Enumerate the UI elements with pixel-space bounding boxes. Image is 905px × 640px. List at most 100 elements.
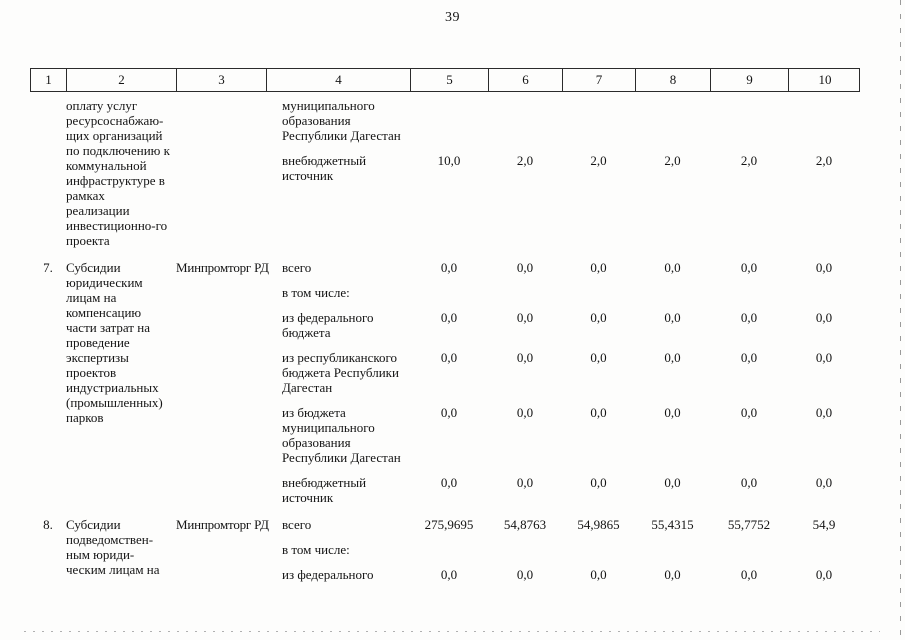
value-cell: 0,0: [740, 405, 758, 420]
funding-source: из республиканского бюджета Республики Д…: [282, 350, 399, 395]
value-cell: [788, 98, 860, 143]
table-body: оплату услуг ресурсоснабжаю-щих организа…: [30, 92, 860, 582]
value-cell: 0,0: [815, 350, 833, 365]
value-cell: 0,0: [516, 405, 534, 420]
header-cell-1: 1: [31, 69, 67, 91]
table-row: 7. Субсидии юридическим лицам на компенса…: [30, 260, 860, 505]
funding-subrow: внебюджетный источник 10,0 2,0 2,0 2,0 2,0 2,0: [266, 153, 860, 183]
value-cell: [635, 542, 710, 557]
value-cell: 0,0: [516, 260, 534, 275]
header-cell-8: 8: [636, 69, 711, 91]
row-subrows: муниципального образования Республики Да…: [266, 98, 860, 248]
value-cell: 0,0: [740, 350, 758, 365]
value-cell: 2,0: [590, 153, 607, 168]
value-cell: [710, 542, 788, 557]
value-cell: 55,4315: [651, 517, 694, 532]
value-cell: 0,0: [590, 567, 607, 582]
header-cell-2: 2: [67, 69, 177, 91]
value-cell: [410, 542, 488, 557]
funding-source: муниципального образования Республики Да…: [282, 98, 401, 143]
value-cell: 2,0: [815, 153, 833, 168]
row-subrows: всего 275,9695 54,8763 54,9865 55,4315 55,775…: [266, 517, 860, 582]
value-cell: [788, 542, 860, 557]
header-cell-4: 4: [267, 69, 411, 91]
value-cell: [635, 285, 710, 300]
row-number: 8.: [43, 517, 53, 532]
row-description: Субсидии юридическим лицам на компенсаци…: [66, 260, 163, 425]
value-cell: 54,9: [812, 517, 836, 532]
value-cell: 0,0: [440, 475, 458, 490]
value-cell: 10,0: [437, 153, 461, 168]
value-cell: 0,0: [590, 405, 607, 420]
value-cell: [710, 98, 788, 143]
budget-table: 1 2 3 4 5 6 7 8 9 10 оплату услуг ресурсоснабжаю-…: [30, 68, 860, 594]
funding-subrow: внебюджетный источник 0,0 0,0 0,0 0,0 0,0 0,0: [266, 475, 860, 505]
row-executor: Минпромторг РД: [176, 517, 269, 532]
value-cell: 0,0: [664, 405, 681, 420]
value-cell: 0,0: [664, 310, 681, 325]
funding-source: из федерального бюджета: [282, 310, 374, 340]
value-cell: 0,0: [664, 350, 681, 365]
funding-subrow: из бюджета муниципального образования Ре…: [266, 405, 860, 465]
funding-source: из федерального: [282, 567, 374, 582]
value-cell: 2,0: [664, 153, 681, 168]
row-number: [30, 98, 66, 248]
header-cell-6: 6: [489, 69, 563, 91]
row-description: Субсидии подведомствен-ным юриди-ческим …: [66, 517, 160, 577]
funding-source: в том числе:: [282, 285, 350, 300]
header-cell-3: 3: [177, 69, 267, 91]
funding-subrow: муниципального образования Республики Да…: [266, 98, 860, 143]
value-cell: 0,0: [440, 310, 458, 325]
funding-subrow: в том числе:: [266, 542, 860, 557]
row-number: 7.: [43, 260, 53, 275]
value-cell: 0,0: [815, 567, 833, 582]
value-cell: [635, 98, 710, 143]
value-cell: [488, 285, 562, 300]
header-cell-5: 5: [411, 69, 489, 91]
value-cell: 0,0: [815, 260, 833, 275]
row-description: оплату услуг ресурсоснабжаю-щих организа…: [66, 98, 170, 248]
value-cell: 0,0: [440, 567, 458, 582]
value-cell: 0,0: [664, 260, 681, 275]
value-cell: 0,0: [740, 567, 758, 582]
funding-subrow: всего 0,0 0,0 0,0 0,0 0,0 0,0: [266, 260, 860, 275]
table-row: оплату услуг ресурсоснабжаю-щих организа…: [30, 98, 860, 248]
value-cell: [562, 285, 635, 300]
value-cell: 0,0: [740, 310, 758, 325]
table-header-row: 1 2 3 4 5 6 7 8 9 10: [30, 68, 860, 92]
value-cell: 55,7752: [727, 517, 771, 532]
value-cell: 0,0: [440, 350, 458, 365]
value-cell: [410, 285, 488, 300]
funding-subrow: из федерального бюджета 0,0 0,0 0,0 0,0 0,0 0,…: [266, 310, 860, 340]
page-number: 39: [445, 10, 460, 25]
funding-subrow: из республиканского бюджета Республики Д…: [266, 350, 860, 395]
scan-bottom-edge-dots: [24, 631, 880, 632]
header-cell-9: 9: [711, 69, 789, 91]
value-cell: [488, 542, 562, 557]
value-cell: 0,0: [590, 310, 607, 325]
value-cell: 2,0: [516, 153, 534, 168]
value-cell: 0,0: [516, 567, 534, 582]
value-cell: 0,0: [664, 475, 681, 490]
value-cell: 54,9865: [577, 517, 620, 532]
value-cell: 2,0: [740, 153, 758, 168]
value-cell: 0,0: [815, 310, 833, 325]
funding-source: всего: [282, 517, 312, 532]
value-cell: 0,0: [516, 310, 534, 325]
funding-source: внебюджетный источник: [282, 153, 367, 183]
value-cell: 0,0: [740, 475, 758, 490]
value-cell: [788, 285, 860, 300]
value-cell: 0,0: [440, 405, 458, 420]
row-subrows: всего 0,0 0,0 0,0 0,0 0,0 0,0 в том числе: из фе…: [266, 260, 860, 505]
value-cell: 0,0: [815, 475, 833, 490]
value-cell: 0,0: [815, 405, 833, 420]
value-cell: 0,0: [740, 260, 758, 275]
table-row: 8. Субсидии подведомствен-ным юриди-чески…: [30, 517, 860, 582]
value-cell: 54,8763: [503, 517, 547, 532]
value-cell: [710, 285, 788, 300]
value-cell: [410, 98, 488, 143]
value-cell: [488, 98, 562, 143]
row-executor: Минпромторг РД: [176, 260, 269, 275]
value-cell: 0,0: [590, 350, 607, 365]
funding-source: из бюджета муниципального образования Ре…: [282, 405, 401, 465]
